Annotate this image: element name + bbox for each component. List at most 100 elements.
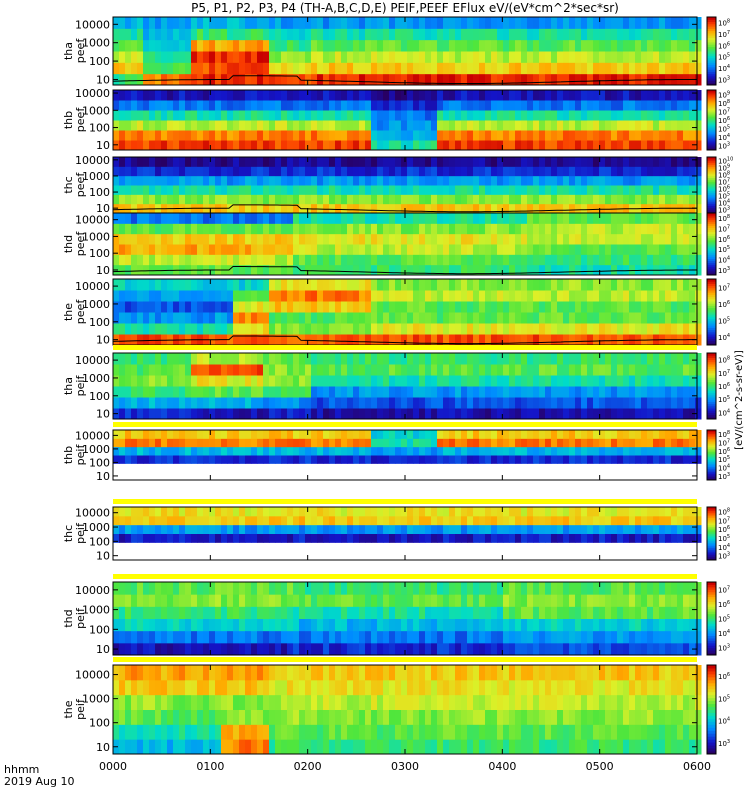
- heatmap-cell: [353, 524, 360, 534]
- heatmap-cell: [335, 408, 342, 420]
- heatmap-cell: [587, 185, 594, 195]
- heatmap-cell: [209, 244, 216, 255]
- heatmap-cell: [635, 375, 642, 387]
- heatmap-cell: [611, 166, 618, 177]
- heatmap-cell: [689, 524, 696, 534]
- colorbar-segment: [707, 336, 716, 339]
- heatmap-cell: [143, 51, 150, 63]
- heatmap-cell: [347, 290, 354, 302]
- heatmap-cell: [689, 62, 696, 75]
- heatmap-cell: [605, 100, 612, 111]
- heatmap-cell: [383, 254, 390, 266]
- heatmap-cell: [443, 130, 450, 141]
- colorbar-segment: [707, 188, 716, 192]
- heatmap-cell: [575, 73, 582, 86]
- heatmap-cell: [191, 130, 198, 141]
- heatmap-cell: [395, 264, 402, 276]
- heatmap-cell: [461, 254, 468, 266]
- heatmap-cell: [677, 323, 684, 335]
- heatmap-cell: [557, 364, 564, 376]
- heatmap-cell: [527, 110, 534, 121]
- heatmap-cell: [515, 515, 522, 526]
- heatmap-cell: [245, 312, 252, 324]
- heatmap-cell: [257, 157, 264, 167]
- heatmap-cell: [341, 386, 348, 398]
- heatmap-cell: [407, 203, 414, 214]
- heatmap-cell: [569, 254, 576, 266]
- heatmap-cell: [641, 130, 648, 141]
- heatmap-cell: [323, 312, 330, 324]
- heatmap-cell: [149, 507, 156, 517]
- heatmap-cell: [197, 17, 204, 29]
- heatmap-cell: [413, 140, 420, 151]
- heatmap-cell: [551, 375, 558, 387]
- heatmap-cell: [257, 446, 264, 456]
- colorbar-segment: [707, 116, 716, 119]
- heatmap-cell: [641, 166, 648, 177]
- heatmap-cell: [473, 533, 480, 543]
- heatmap-cell: [233, 90, 240, 101]
- heatmap-cell: [587, 175, 594, 186]
- heatmap-cell: [287, 194, 294, 205]
- heatmap-cell: [419, 353, 426, 365]
- heatmap-cell: [599, 62, 606, 75]
- heatmap-cell: [443, 533, 450, 543]
- heatmap-cell: [221, 17, 228, 29]
- heatmap-cell: [227, 301, 234, 313]
- heatmap-cell: [545, 301, 552, 313]
- heatmap-cell: [443, 386, 450, 398]
- heatmap-cell: [251, 301, 258, 313]
- heatmap-cell: [473, 438, 480, 448]
- heatmap-cell: [185, 157, 192, 167]
- heatmap-cell: [113, 51, 120, 63]
- heatmap-cell: [113, 606, 120, 619]
- heatmap-cell: [185, 130, 192, 141]
- heatmap-cell: [395, 213, 402, 224]
- heatmap-cell: [401, 100, 408, 111]
- heatmap-cell: [467, 438, 474, 448]
- heatmap-cell: [617, 323, 624, 335]
- heatmap-cell: [197, 642, 204, 656]
- heatmap-cell: [479, 312, 486, 324]
- heatmap-cell: [449, 264, 456, 276]
- heatmap-cell: [521, 254, 528, 266]
- heatmap-cell: [251, 507, 258, 517]
- heatmap-cell: [239, 110, 246, 121]
- colorbar-segment: [707, 177, 716, 180]
- heatmap-cell: [563, 353, 570, 365]
- heatmap-cell: [167, 312, 174, 324]
- heatmap-cell: [299, 507, 306, 517]
- heatmap-cell: [671, 446, 678, 456]
- heatmap-cell: [179, 507, 186, 517]
- heatmap-cell: [449, 213, 456, 224]
- colorbar-tick-label: 106: [718, 382, 730, 391]
- heatmap-cell: [647, 62, 654, 75]
- heatmap-cell: [149, 166, 156, 177]
- heatmap-cell: [335, 455, 342, 464]
- heatmap-cell: [647, 375, 654, 387]
- heatmap-cell: [695, 62, 702, 75]
- heatmap-cell: [575, 386, 582, 398]
- heatmap-cell: [557, 28, 564, 41]
- heatmap-cell: [563, 301, 570, 313]
- colorbar-segment: [707, 266, 716, 270]
- heatmap-cell: [389, 264, 396, 276]
- heatmap-cell: [653, 157, 660, 167]
- heatmap-cell: [227, 438, 234, 448]
- heatmap-cell: [515, 157, 522, 167]
- heatmap-cell: [665, 120, 672, 131]
- heatmap-cell: [629, 51, 636, 63]
- heatmap-cell: [455, 130, 462, 141]
- heatmap-cell: [209, 62, 216, 75]
- heatmap-cell: [113, 213, 120, 224]
- heatmap-cell: [125, 364, 132, 376]
- colorbar-segment: [707, 264, 716, 268]
- heatmap-cell: [233, 100, 240, 111]
- heatmap-cell: [503, 244, 510, 255]
- heatmap-cell: [551, 51, 558, 63]
- heatmap-cell: [125, 438, 132, 448]
- heatmap-cell: [251, 233, 258, 245]
- heatmap-cell: [125, 157, 132, 167]
- colorbar-segment: [707, 241, 716, 245]
- heatmap-cell: [443, 140, 450, 151]
